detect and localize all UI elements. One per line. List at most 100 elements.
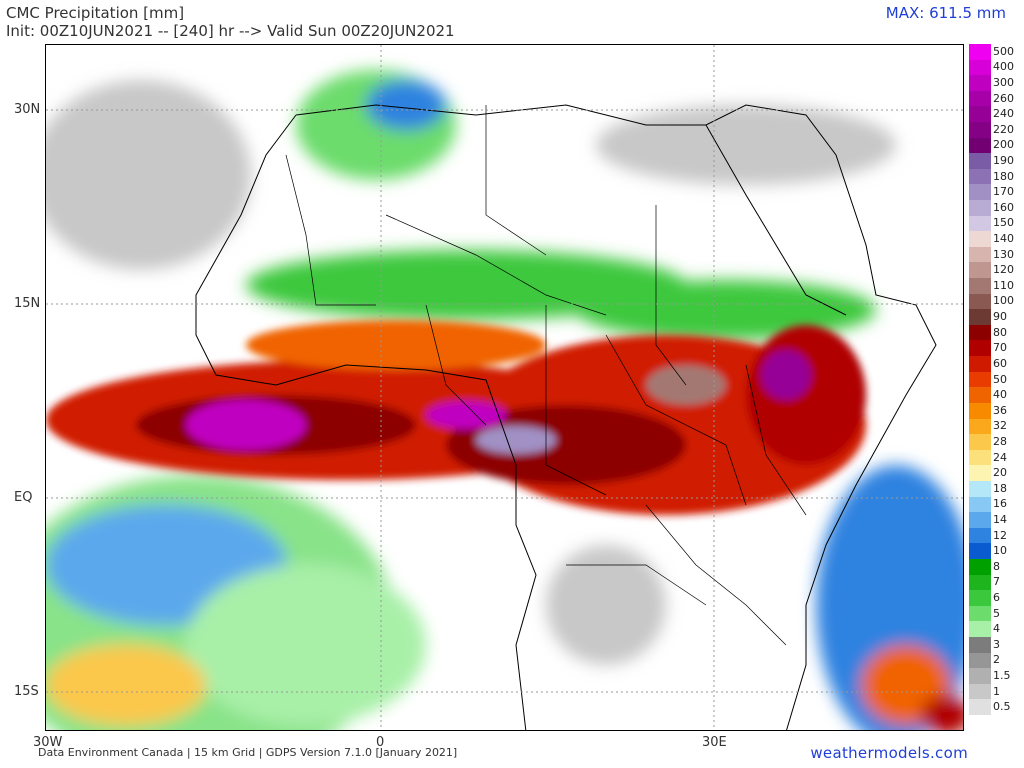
scale-label: 3 bbox=[993, 637, 1000, 651]
scale-swatch bbox=[969, 262, 991, 279]
scale-label: 60 bbox=[993, 356, 1007, 370]
scale-swatch bbox=[969, 168, 991, 185]
heavy-precip-band bbox=[46, 320, 866, 515]
scale-swatch bbox=[969, 293, 991, 310]
scale-swatch bbox=[969, 605, 991, 622]
scale-swatch bbox=[969, 137, 991, 154]
scale-label: 1 bbox=[993, 684, 1000, 698]
scale-swatch bbox=[969, 636, 991, 654]
scale-swatch bbox=[969, 215, 991, 232]
lon-label-30w: 30W bbox=[33, 735, 63, 750]
map-title: CMC Precipitation [mm] bbox=[6, 4, 185, 22]
scale-label: 50 bbox=[993, 372, 1007, 386]
scale-swatch bbox=[969, 418, 991, 435]
scale-label: 5 bbox=[993, 606, 1000, 620]
data-credits: Data Environment Canada | 15 km Grid | G… bbox=[38, 746, 458, 759]
scale-label: 260 bbox=[993, 91, 1014, 105]
scale-label: 20 bbox=[993, 466, 1007, 480]
scale-swatch bbox=[969, 324, 991, 341]
scale-label: 28 bbox=[993, 434, 1007, 448]
max-value-label: MAX: 611.5 mm bbox=[885, 4, 1006, 22]
scale-label: 2 bbox=[993, 653, 1000, 667]
borders bbox=[285, 105, 807, 646]
scale-swatch bbox=[969, 75, 991, 92]
scale-label: 36 bbox=[993, 403, 1007, 417]
scale-swatch bbox=[969, 434, 991, 451]
scale-label: 180 bbox=[993, 169, 1014, 183]
scale-swatch bbox=[969, 371, 991, 388]
scale-label: 4 bbox=[993, 622, 1000, 636]
lat-label-15n: 15N bbox=[14, 296, 41, 311]
scale-label: 8 bbox=[993, 559, 1000, 573]
scale-swatch bbox=[969, 340, 991, 357]
scale-label: 130 bbox=[993, 247, 1014, 261]
scale-label: 400 bbox=[993, 60, 1014, 74]
scale-swatch bbox=[969, 558, 991, 576]
scale-label: 0.5 bbox=[993, 700, 1011, 714]
scale-swatch bbox=[969, 512, 991, 529]
scale-label: 32 bbox=[993, 419, 1007, 433]
scale-label: 190 bbox=[993, 154, 1014, 168]
scale-swatch bbox=[969, 574, 991, 591]
scale-swatch bbox=[969, 621, 991, 638]
gridlines bbox=[46, 45, 963, 730]
scale-label: 110 bbox=[993, 278, 1014, 292]
scale-swatch bbox=[969, 402, 991, 419]
scale-label: 70 bbox=[993, 341, 1007, 355]
scale-swatch bbox=[969, 90, 991, 107]
lat-label-eq: EQ bbox=[14, 490, 33, 505]
lat-label-15s: 15S bbox=[14, 684, 39, 699]
coastlines bbox=[195, 104, 937, 730]
scale-label: 120 bbox=[993, 263, 1014, 277]
scale-label: 40 bbox=[993, 388, 1007, 402]
scale-label: 7 bbox=[993, 575, 1000, 589]
init-valid-line: Init: 00Z10JUN2021 -- [240] hr --> Valid… bbox=[6, 22, 455, 40]
site-link[interactable]: weathermodels.com bbox=[810, 744, 968, 762]
scale-label: 100 bbox=[993, 294, 1014, 308]
scale-label: 14 bbox=[993, 512, 1007, 526]
scale-label: 170 bbox=[993, 185, 1014, 199]
scale-label: 500 bbox=[993, 44, 1014, 58]
scale-swatch bbox=[969, 200, 991, 217]
scale-label: 1.5 bbox=[993, 668, 1011, 682]
scale-swatch bbox=[969, 356, 991, 373]
light-precip-layer bbox=[46, 70, 963, 730]
scale-swatch bbox=[969, 496, 991, 513]
scale-label: 300 bbox=[993, 76, 1014, 89]
scale-swatch bbox=[969, 465, 991, 482]
scale-swatch bbox=[969, 231, 991, 248]
scale-swatch bbox=[969, 387, 991, 404]
scale-label: 80 bbox=[993, 325, 1007, 339]
scale-label: 16 bbox=[993, 497, 1007, 511]
scale-swatch bbox=[969, 449, 991, 466]
scale-swatch bbox=[969, 527, 991, 544]
scale-label: 160 bbox=[993, 200, 1014, 214]
scale-label: 150 bbox=[993, 216, 1014, 230]
scale-swatch bbox=[969, 278, 991, 295]
scale-label: 220 bbox=[993, 122, 1014, 136]
scale-label: 24 bbox=[993, 450, 1007, 464]
lon-label-30e: 30E bbox=[702, 735, 727, 750]
precipitation-map[interactable] bbox=[45, 44, 964, 731]
lon-label-0: 0 bbox=[376, 735, 385, 750]
scale-swatch bbox=[969, 106, 991, 123]
scale-label: 10 bbox=[993, 544, 1007, 558]
scale-swatch bbox=[969, 590, 991, 607]
scale-label: 90 bbox=[993, 310, 1007, 324]
lat-label-30n: 30N bbox=[14, 102, 41, 117]
scale-swatch bbox=[969, 309, 991, 326]
scale-swatch bbox=[969, 153, 991, 170]
scale-label: 240 bbox=[993, 107, 1014, 121]
scale-swatch bbox=[969, 246, 991, 263]
scale-swatch bbox=[969, 480, 991, 498]
scale-swatch bbox=[969, 668, 991, 685]
scale-swatch bbox=[969, 59, 991, 76]
scale-label: 140 bbox=[993, 232, 1014, 246]
scale-swatch bbox=[969, 652, 991, 669]
scale-swatch bbox=[969, 184, 991, 201]
map-canvas bbox=[46, 45, 963, 730]
precip-color-scale: 500 400 300 260 240 220 200 190 180 170 160 150 140 1… bbox=[969, 44, 1014, 716]
scale-swatch bbox=[969, 543, 991, 560]
scale-swatch bbox=[969, 699, 991, 716]
scale-label: 18 bbox=[993, 481, 1007, 495]
